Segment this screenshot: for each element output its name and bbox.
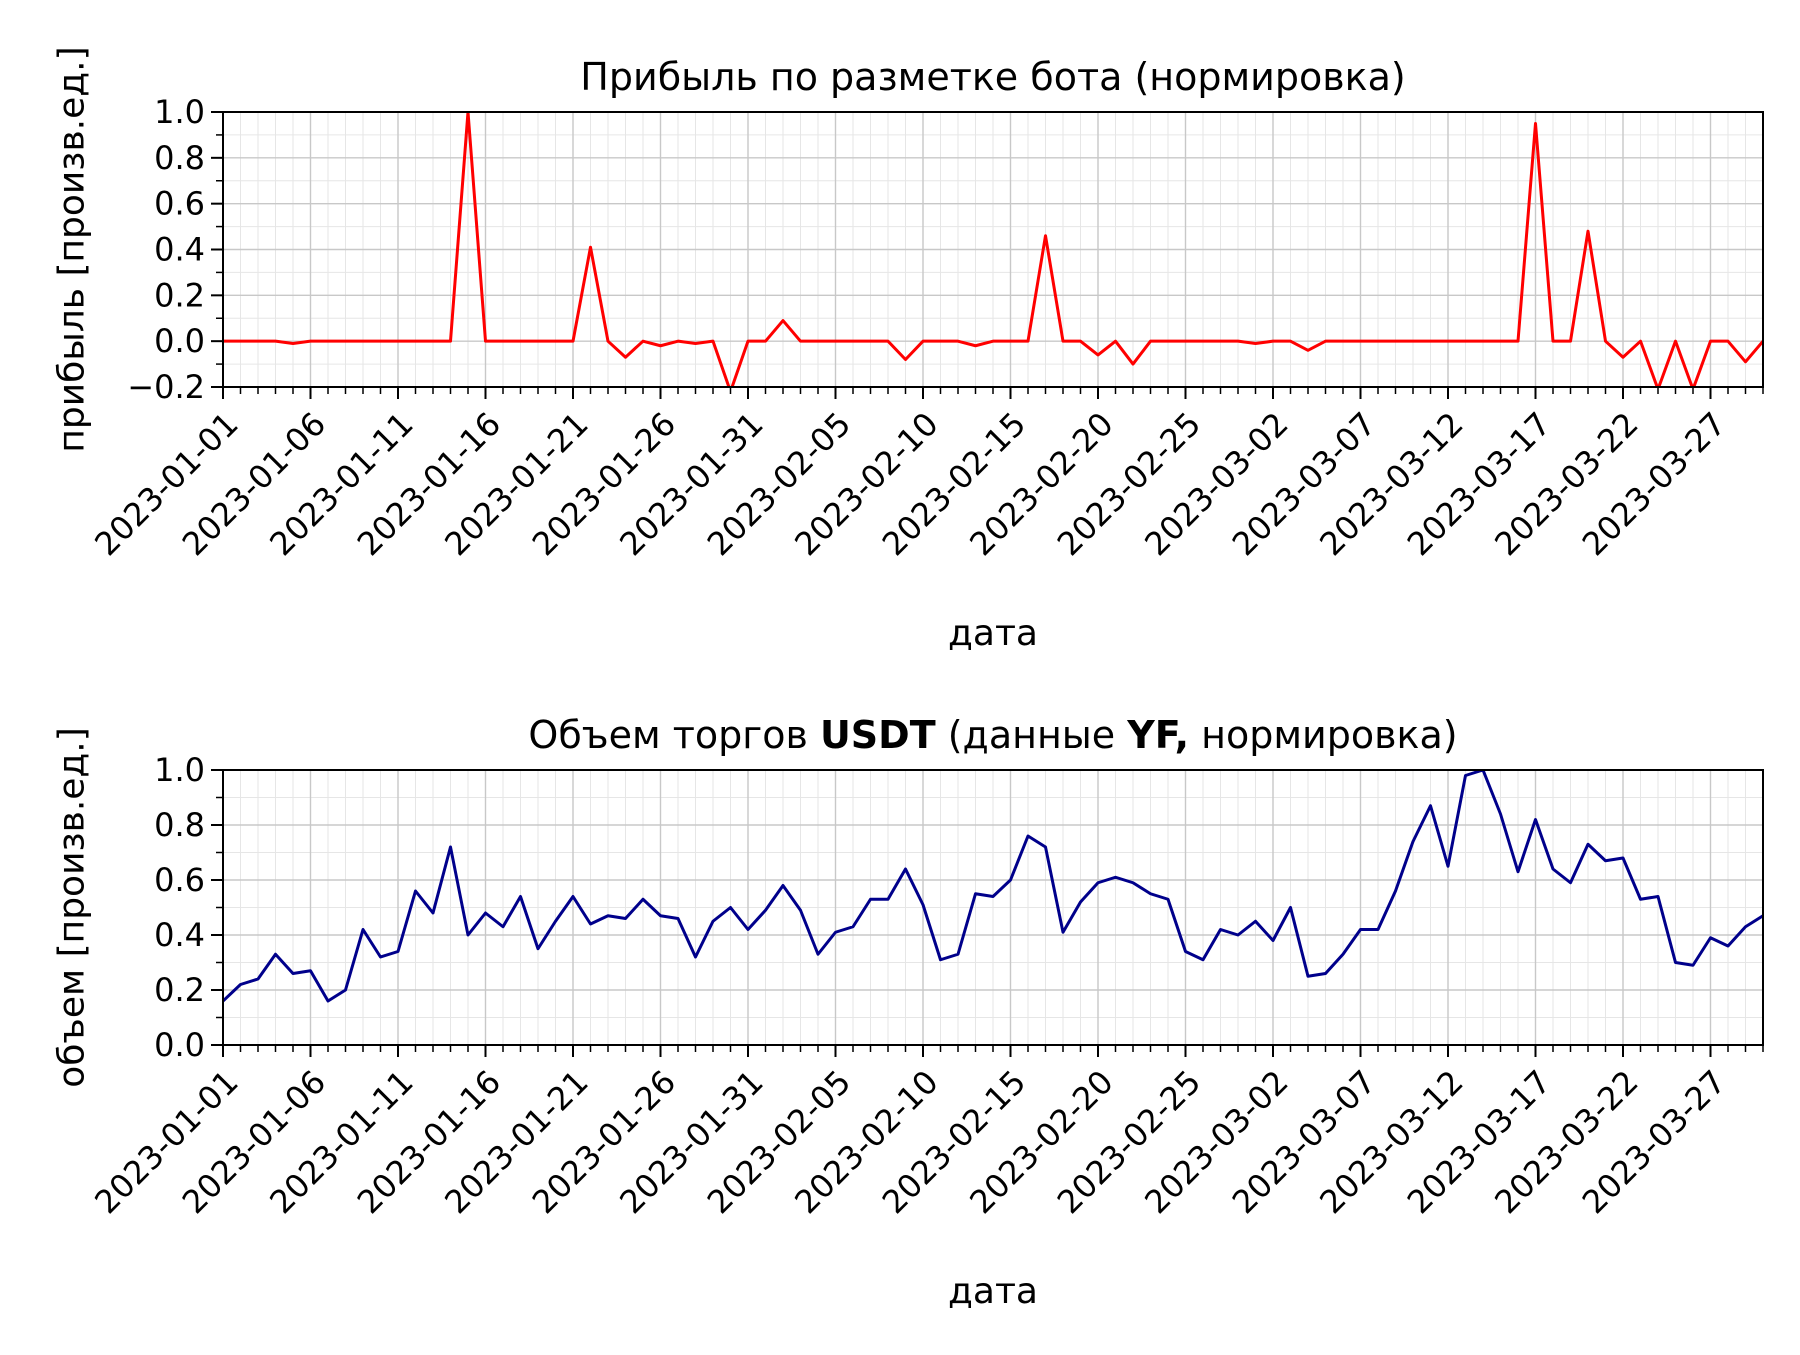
chart-title-part: нормировка) — [1189, 713, 1458, 757]
chart-title-part: USDT — [820, 713, 936, 757]
chart-title: Прибыль по разметке бота (нормировка) — [580, 55, 1405, 99]
y-tick-label: 0.4 — [154, 916, 205, 954]
y-tick-label: 0.8 — [154, 139, 205, 177]
y-tick-label: 1.0 — [154, 751, 205, 789]
chart-title-part: (данные — [936, 713, 1128, 757]
y-tick-label: 0.6 — [154, 861, 205, 899]
chart-title-part: Объем торгов — [528, 713, 820, 757]
y-tick-label: 0.0 — [154, 322, 205, 360]
chart-panel-1: 2023-01-012023-01-062023-01-112023-01-16… — [52, 46, 1764, 654]
y-tick-label: 0.6 — [154, 185, 205, 223]
y-axis-label: объем [произв.ед.] — [52, 727, 93, 1088]
x-axis-label: дата — [948, 613, 1038, 654]
y-tick-label: −0.2 — [127, 368, 205, 406]
y-tick-label: 0.0 — [154, 1026, 205, 1064]
chart-title-part: YF, — [1126, 713, 1189, 757]
series-line-1 — [223, 112, 1763, 387]
y-tick-label: 1.0 — [154, 93, 205, 131]
chart-title-part: Прибыль по разметке бота (нормировка) — [580, 55, 1405, 99]
chart-panel-2: 2023-01-012023-01-062023-01-112023-01-16… — [52, 713, 1764, 1312]
y-axis-label: прибыль [произв.ед.] — [52, 46, 93, 452]
y-tick-label: 0.2 — [154, 971, 205, 1009]
chart-title: Объем торгов USDT (данные YF, нормировка… — [528, 713, 1457, 757]
y-tick-label: 0.2 — [154, 276, 205, 314]
y-tick-label: 0.4 — [154, 231, 205, 269]
x-axis-label: дата — [948, 1271, 1038, 1312]
y-tick-label: 0.8 — [154, 806, 205, 844]
series-line-1 — [223, 770, 1763, 1003]
